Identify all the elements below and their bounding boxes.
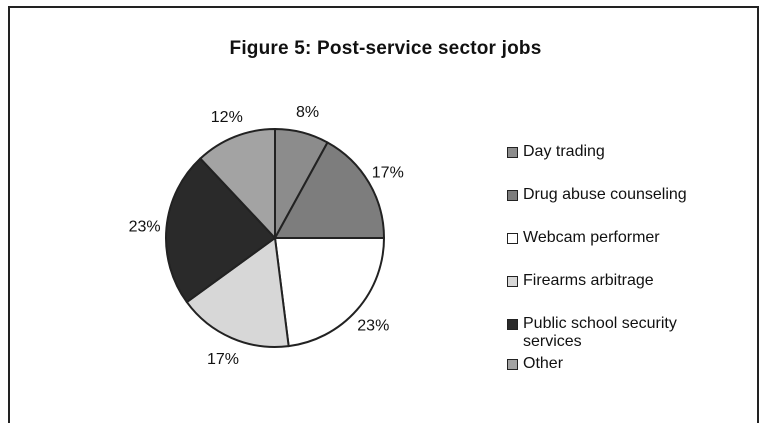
slice-value-label: 23% <box>129 219 161 236</box>
pie-slice-4 <box>165 157 276 304</box>
chart-frame: Figure 5: Post-service sector jobs 8% 17%… <box>8 6 759 423</box>
legend-label: Other <box>523 355 564 372</box>
chart-title: Figure 5: Post-service sector jobs <box>229 38 542 59</box>
legend-item: Other <box>507 355 563 373</box>
legend-swatch <box>507 233 518 244</box>
slice-value-label: 17% <box>207 351 239 368</box>
pie-slice-2 <box>274 237 385 348</box>
legend-swatch <box>507 276 518 287</box>
legend-label: Public school security services <box>523 315 677 350</box>
slice-value-label: 23% <box>357 318 389 335</box>
legend-label: Day trading <box>523 143 605 160</box>
legend-label: Webcam performer <box>523 229 660 246</box>
legend-label: Firearms arbitrage <box>523 272 654 289</box>
legend-item: Drug abuse counseling <box>507 186 687 204</box>
legend-label: Drug abuse counseling <box>523 186 687 203</box>
legend-swatch <box>507 359 518 370</box>
legend-swatch <box>507 319 518 330</box>
pie-slice-3 <box>185 237 290 348</box>
slice-value-label: 12% <box>211 109 243 126</box>
legend-item: Day trading <box>507 143 605 161</box>
pie-chart: 8% 17% 23% 17% 23% 12% <box>129 104 404 368</box>
legend-swatch <box>507 147 518 158</box>
pie-slice-1 <box>274 141 385 239</box>
legend-item: Firearms arbitrage <box>507 272 654 290</box>
legend-swatch <box>507 190 518 201</box>
slice-value-label: 17% <box>372 164 404 181</box>
pie-slice-5 <box>199 128 276 239</box>
slice-value-label: 8% <box>296 104 319 121</box>
legend-item: Public school security services <box>507 315 677 351</box>
legend-item: Webcam performer <box>507 229 660 247</box>
